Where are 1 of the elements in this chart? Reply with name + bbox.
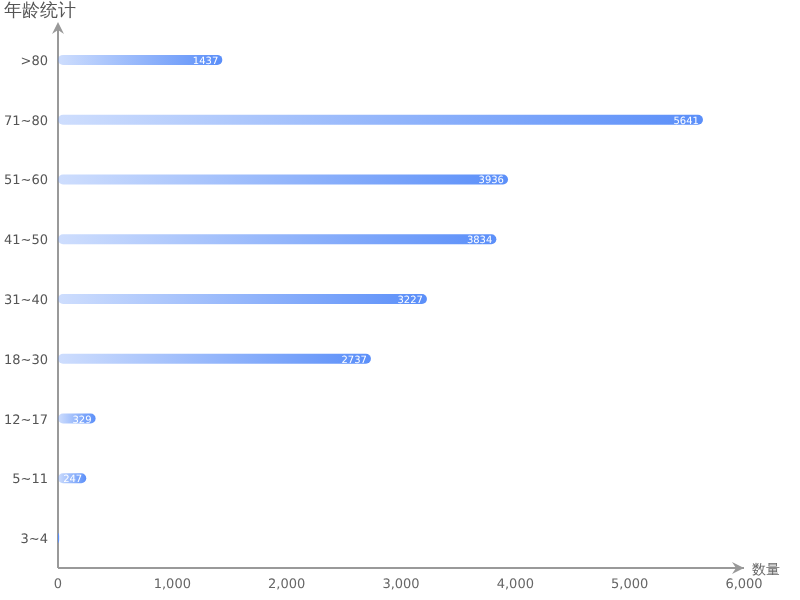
y-axis-title: 年龄统计 <box>4 0 76 22</box>
